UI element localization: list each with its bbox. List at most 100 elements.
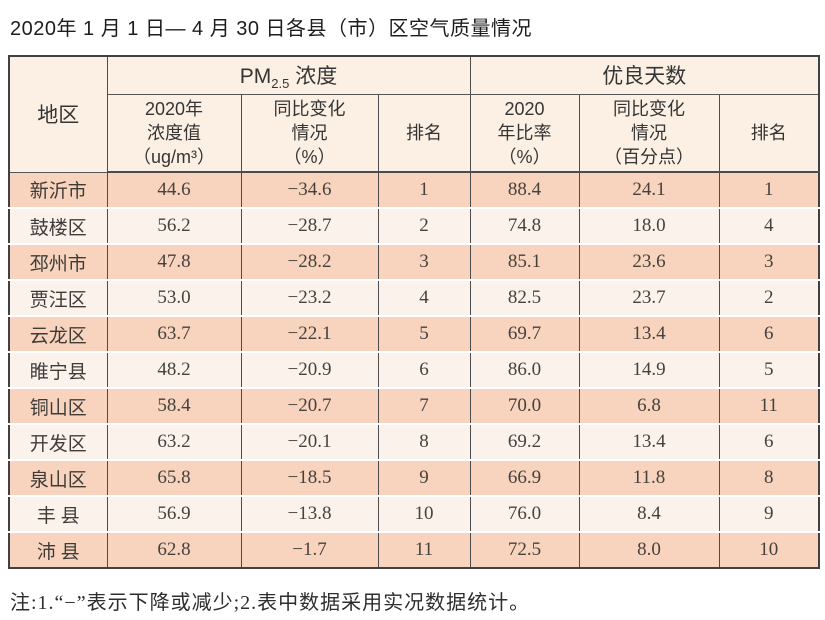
pm-value-cell: 48.2 [106,351,242,388]
pm-change-cell: −22.1 [240,315,379,352]
good-rank-cell: 11 [718,387,820,424]
pm-value-cell: 56.9 [106,495,242,532]
pm-value-cell: 63.2 [106,423,242,460]
table-row: 贾汪区 53.0 −23.2 4 82.5 23.7 2 [8,279,820,316]
good-change-cell: 8.0 [578,531,720,568]
region-cell: 泉山区 [8,459,108,496]
region-cell: 贾汪区 [8,279,108,316]
good-rank-cell: 9 [718,495,820,532]
pm-change-cell: −34.6 [240,172,379,208]
table-row: 云龙区 63.7 −22.1 5 69.7 13.4 6 [8,315,820,352]
page-title: 2020年 1 月 1 日— 4 月 30 日各县（市）区空气质量情况 [10,18,533,40]
pm-value-cell: 63.7 [106,315,242,352]
good-rate-cell: 74.8 [469,207,580,244]
good-change-cell: 13.4 [578,423,720,460]
pm-value-cell: 65.8 [106,459,242,496]
good-rank-cell: 1 [718,172,820,208]
pm-rank-cell: 1 [377,172,471,208]
region-cell: 邳州市 [8,243,108,280]
header-sub-row: 2020年 浓度值 （ug/m³） 同比变化 情况 （%） 排名 2020 年比… [9,94,820,173]
good-rate-cell: 85.1 [469,243,580,280]
good-change-cell: 18.0 [578,207,720,244]
pm-change-cell: −13.8 [240,495,379,532]
pm-change-cell: −20.9 [240,351,379,388]
good-change-cell: 14.9 [578,351,720,388]
good-rank-cell: 8 [718,459,820,496]
good-change-cell: 13.4 [578,315,720,352]
region-cell: 鼓楼区 [8,207,108,244]
table-row: 泉山区 65.8 −18.5 9 66.9 11.8 8 [8,459,820,496]
table-row: 新沂市 44.6 −34.6 1 88.4 24.1 1 [8,172,820,208]
column-header-good-rate: 2020 年比率 （%） [469,94,580,173]
good-rank-cell: 10 [718,531,820,568]
header-group-row: 地区 PM2.5 浓度 优良天数 [8,56,820,173]
good-rate-cell: 69.2 [469,423,580,460]
pm-value-cell: 58.4 [106,387,242,424]
pm-rank-cell: 10 [377,495,471,532]
pm-rank-cell: 3 [377,243,471,280]
pm25-label-prefix: PM [239,64,272,88]
footnote: 注:1.“−”表示下降或减少;2.表中数据采用实况数据统计。 [10,592,531,614]
column-group-good-days: 优良天数 [469,56,820,95]
pm-change-cell: −20.1 [240,423,379,460]
region-cell: 睢宁县 [8,351,108,388]
table-row: 开发区 63.2 −20.1 8 69.2 13.4 6 [8,423,820,460]
region-cell: 丰 县 [8,495,108,532]
good-rate-cell: 72.5 [469,531,580,568]
good-rank-cell: 6 [718,315,820,352]
pm-change-cell: −1.7 [240,531,379,568]
good-change-cell: 11.8 [578,459,720,496]
region-cell: 云龙区 [8,315,108,352]
table-row: 邳州市 47.8 −28.2 3 85.1 23.6 3 [8,243,820,280]
column-header-pm-value: 2020年 浓度值 （ug/m³） [106,94,242,173]
table-row: 鼓楼区 56.2 −28.7 2 74.8 18.0 4 [8,207,820,244]
column-header-region: 地区 [8,56,108,173]
pm-value-cell: 53.0 [106,279,242,316]
pm-rank-cell: 2 [377,207,471,244]
good-rank-cell: 5 [718,351,820,388]
good-rate-cell: 88.4 [469,172,580,208]
table-row: 沛 县 62.8 −1.7 11 72.5 8.0 10 [8,531,820,568]
good-rank-cell: 4 [718,207,820,244]
pm-value-cell: 62.8 [106,531,242,568]
table-row: 睢宁县 48.2 −20.9 6 86.0 14.9 5 [8,351,820,388]
column-group-pm25: PM2.5 浓度 [106,56,471,95]
region-cell: 新沂市 [8,172,108,208]
pm-change-cell: −28.7 [240,207,379,244]
good-change-cell: 23.6 [578,243,720,280]
pm-rank-cell: 11 [377,531,471,568]
column-header-good-change: 同比变化 情况 （百分点） [578,94,720,173]
good-rate-cell: 76.0 [469,495,580,532]
pm-change-cell: −23.2 [240,279,379,316]
pm-value-cell: 56.2 [106,207,242,244]
pm25-label-suffix: 浓度 [289,64,338,88]
good-rate-cell: 66.9 [469,459,580,496]
pm-rank-cell: 6 [377,351,471,388]
table-row: 铜山区 58.4 −20.7 7 70.0 6.8 11 [8,387,820,424]
region-cell: 开发区 [8,423,108,460]
good-rate-cell: 69.7 [469,315,580,352]
good-rank-cell: 2 [718,279,820,316]
column-header-pm-rank: 排名 [377,94,471,173]
pm-rank-cell: 4 [377,279,471,316]
good-change-cell: 24.1 [578,172,720,208]
table-body: 新沂市 44.6 −34.6 1 88.4 24.1 1 鼓楼区 56.2 −2… [8,172,820,568]
region-cell: 铜山区 [8,387,108,424]
pm-change-cell: −20.7 [240,387,379,424]
good-change-cell: 6.8 [578,387,720,424]
pm-rank-cell: 9 [377,459,471,496]
region-cell: 沛 县 [8,531,108,568]
column-header-pm-change: 同比变化 情况 （%） [240,94,379,173]
table-header: 地区 PM2.5 浓度 优良天数 2020年 浓度值 （ug/m³） 同比变化 … [8,56,820,173]
pm-rank-cell: 8 [377,423,471,460]
table-row: 丰 县 56.9 −13.8 10 76.0 8.4 9 [8,495,820,532]
column-header-good-rank: 排名 [718,94,820,173]
good-rank-cell: 6 [718,423,820,460]
good-rank-cell: 3 [718,243,820,280]
pm-change-cell: −18.5 [240,459,379,496]
pm-value-cell: 44.6 [106,172,242,208]
pm-rank-cell: 5 [377,315,471,352]
good-rate-cell: 70.0 [469,387,580,424]
good-rate-cell: 82.5 [469,279,580,316]
